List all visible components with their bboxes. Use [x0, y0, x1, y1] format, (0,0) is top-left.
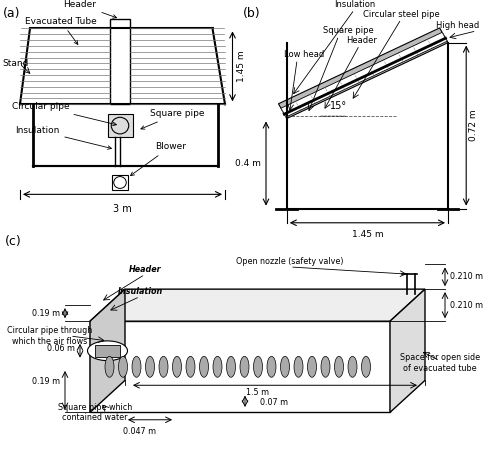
Ellipse shape [280, 356, 289, 377]
Ellipse shape [159, 356, 168, 377]
Polygon shape [390, 289, 425, 412]
Ellipse shape [267, 356, 276, 377]
FancyBboxPatch shape [108, 114, 132, 137]
Polygon shape [278, 28, 448, 118]
Text: Blower: Blower [130, 142, 186, 175]
Polygon shape [90, 321, 390, 412]
Text: Circular pipe through
which the air flows: Circular pipe through which the air flow… [8, 326, 92, 346]
Text: Low head: Low head [284, 50, 325, 59]
Text: 0.047 m: 0.047 m [124, 427, 156, 436]
Text: High head: High head [436, 21, 479, 30]
Text: Evacuated Tube: Evacuated Tube [25, 17, 97, 45]
Text: Circular steel pipe: Circular steel pipe [363, 9, 440, 18]
Text: Header: Header [128, 265, 162, 274]
Text: 0.210 m: 0.210 m [450, 301, 483, 310]
Ellipse shape [254, 356, 262, 377]
FancyBboxPatch shape [112, 175, 128, 190]
Ellipse shape [240, 356, 249, 377]
Ellipse shape [362, 356, 370, 377]
Ellipse shape [348, 356, 357, 377]
Text: Header: Header [346, 36, 378, 45]
Text: Square pipe: Square pipe [323, 26, 374, 35]
Ellipse shape [308, 356, 316, 377]
Polygon shape [281, 32, 447, 117]
Ellipse shape [321, 356, 330, 377]
Ellipse shape [146, 356, 154, 377]
Text: 0.4 m: 0.4 m [235, 159, 261, 168]
Ellipse shape [200, 356, 208, 377]
Text: 0.210 m: 0.210 m [450, 273, 483, 281]
Polygon shape [90, 289, 425, 321]
Ellipse shape [294, 356, 303, 377]
Text: 1.5 m: 1.5 m [246, 388, 269, 397]
Ellipse shape [334, 356, 344, 377]
FancyBboxPatch shape [110, 19, 130, 104]
Text: Open nozzle (safety valve): Open nozzle (safety valve) [236, 257, 344, 266]
Text: (b): (b) [242, 7, 260, 20]
Text: 0.72 m: 0.72 m [469, 110, 478, 141]
Text: 0.19 m: 0.19 m [32, 309, 60, 318]
Text: Insulation: Insulation [15, 126, 112, 149]
Text: Insulation: Insulation [118, 287, 162, 296]
Text: Header: Header [64, 0, 116, 18]
Circle shape [88, 341, 128, 361]
Text: Space for open side
of evacuated tube: Space for open side of evacuated tube [400, 354, 480, 373]
Text: (c): (c) [5, 235, 22, 248]
Text: (a): (a) [2, 7, 20, 20]
Text: Circular pipe: Circular pipe [12, 102, 117, 126]
Ellipse shape [105, 356, 114, 377]
Text: 1.45 m: 1.45 m [238, 51, 246, 82]
Ellipse shape [172, 356, 182, 377]
Text: Square pipe which
contained water: Square pipe which contained water [58, 403, 132, 422]
Text: Insulation: Insulation [334, 0, 375, 9]
Text: 1.45 m: 1.45 m [352, 230, 383, 239]
Text: 0.19 m: 0.19 m [32, 377, 60, 386]
FancyBboxPatch shape [95, 345, 120, 357]
Text: 3 m: 3 m [113, 204, 132, 214]
Text: 0.07 m: 0.07 m [260, 398, 288, 407]
Ellipse shape [118, 356, 128, 377]
Ellipse shape [132, 356, 141, 377]
Ellipse shape [226, 356, 235, 377]
Text: 15°: 15° [330, 101, 347, 111]
Polygon shape [90, 289, 125, 412]
Ellipse shape [186, 356, 195, 377]
Text: Square pipe: Square pipe [141, 109, 204, 129]
Ellipse shape [213, 356, 222, 377]
Text: Stand: Stand [2, 59, 29, 68]
Text: 0.06 m: 0.06 m [47, 344, 75, 353]
